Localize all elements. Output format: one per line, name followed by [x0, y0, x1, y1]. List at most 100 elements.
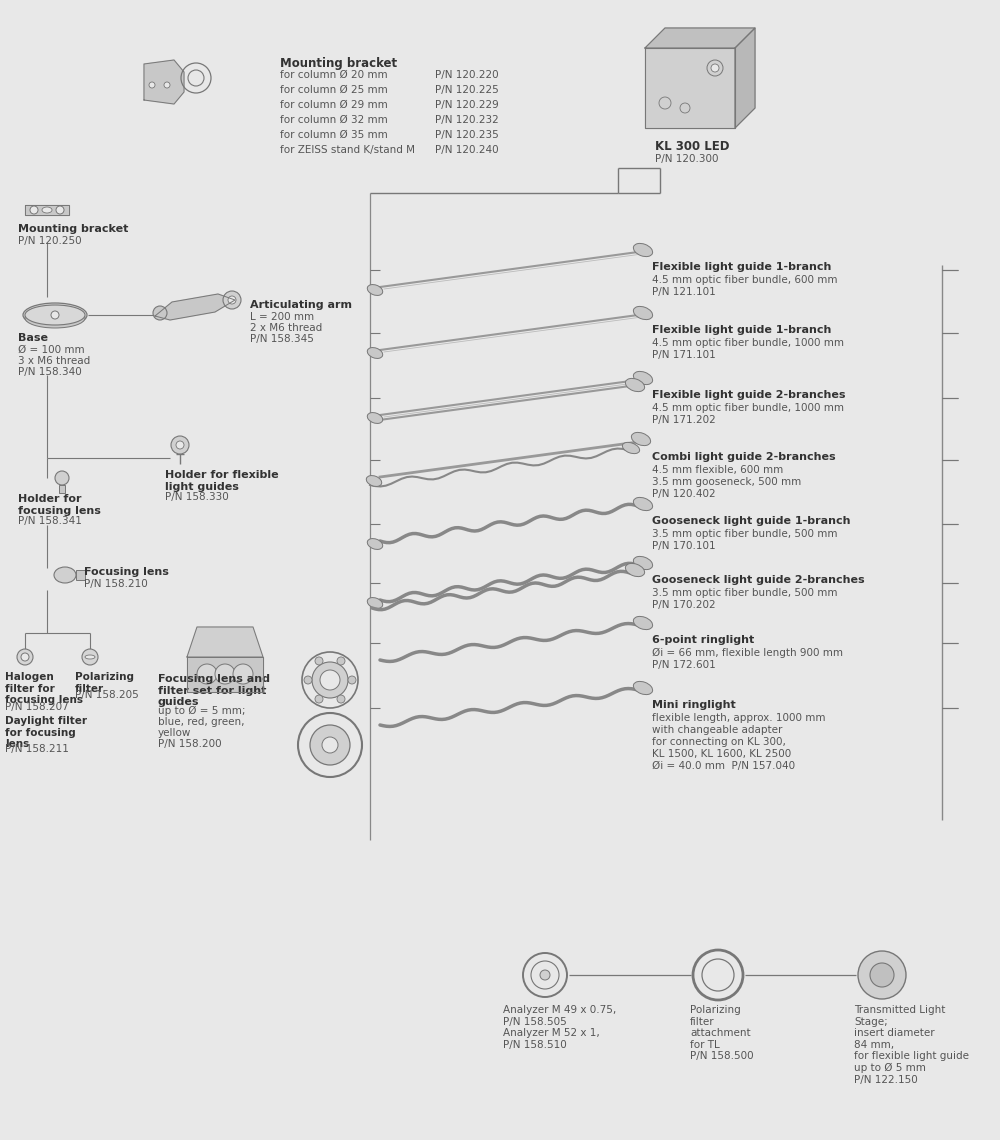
Circle shape — [315, 695, 323, 703]
Text: KL 1500, KL 1600, KL 2500: KL 1500, KL 1600, KL 2500 — [652, 749, 791, 759]
Ellipse shape — [633, 244, 653, 256]
Text: 3.5 mm optic fiber bundle, 500 mm: 3.5 mm optic fiber bundle, 500 mm — [652, 529, 838, 539]
Circle shape — [55, 471, 69, 484]
Text: P/N 158.205: P/N 158.205 — [75, 690, 139, 700]
Text: Polarizing
filter: Polarizing filter — [75, 671, 134, 693]
Ellipse shape — [622, 442, 640, 454]
Text: P/N 121.101: P/N 121.101 — [652, 287, 716, 298]
Text: Transmitted Light
Stage;
insert diameter
84 mm,
for flexible light guide
up to Ø: Transmitted Light Stage; insert diameter… — [854, 1005, 969, 1085]
Circle shape — [233, 663, 253, 684]
Text: P/N 170.202: P/N 170.202 — [652, 600, 716, 610]
Text: P/N 158.341: P/N 158.341 — [18, 516, 82, 526]
Ellipse shape — [25, 308, 85, 328]
Ellipse shape — [42, 207, 52, 213]
Circle shape — [531, 961, 559, 990]
Text: P/N 120.229: P/N 120.229 — [435, 100, 499, 109]
Polygon shape — [187, 657, 263, 692]
Text: P/N 158.211: P/N 158.211 — [5, 744, 69, 754]
Polygon shape — [155, 294, 235, 320]
Text: P/N 158.330: P/N 158.330 — [165, 492, 229, 502]
Ellipse shape — [633, 682, 653, 694]
Circle shape — [858, 951, 906, 999]
Text: P/N 120.250: P/N 120.250 — [18, 236, 82, 246]
Circle shape — [164, 82, 170, 88]
Polygon shape — [187, 627, 263, 657]
Text: for ZEISS stand K/stand M: for ZEISS stand K/stand M — [280, 145, 415, 155]
Circle shape — [56, 206, 64, 214]
Text: P/N 158.345: P/N 158.345 — [250, 334, 314, 344]
Text: L = 200 mm: L = 200 mm — [250, 312, 314, 321]
Text: flexible length, approx. 1000 mm: flexible length, approx. 1000 mm — [652, 712, 826, 723]
Text: 3.5 mm optic fiber bundle, 500 mm: 3.5 mm optic fiber bundle, 500 mm — [652, 588, 838, 598]
Text: P/N 158.207: P/N 158.207 — [5, 702, 69, 712]
Circle shape — [337, 657, 345, 665]
Circle shape — [702, 959, 734, 991]
Text: P/N 158.200: P/N 158.200 — [158, 739, 222, 749]
Circle shape — [870, 963, 894, 987]
Circle shape — [149, 82, 155, 88]
Ellipse shape — [367, 285, 383, 295]
Text: P/N 171.202: P/N 171.202 — [652, 415, 716, 425]
Circle shape — [171, 435, 189, 454]
Circle shape — [82, 649, 98, 665]
Ellipse shape — [625, 563, 645, 577]
Text: up to Ø = 5 mm;: up to Ø = 5 mm; — [158, 706, 246, 716]
Text: yellow: yellow — [158, 728, 191, 738]
Circle shape — [693, 950, 743, 1000]
Text: Gooseneck light guide 1-branch: Gooseneck light guide 1-branch — [652, 516, 850, 526]
Circle shape — [320, 670, 340, 690]
Circle shape — [302, 652, 358, 708]
Text: P/N 120.300: P/N 120.300 — [655, 154, 718, 164]
Circle shape — [215, 663, 235, 684]
Ellipse shape — [633, 372, 653, 384]
Circle shape — [310, 725, 350, 765]
Ellipse shape — [367, 538, 383, 549]
Circle shape — [153, 306, 167, 320]
Circle shape — [223, 291, 241, 309]
Circle shape — [176, 441, 184, 449]
Text: Articulating arm: Articulating arm — [250, 300, 352, 310]
Text: for column Ø 35 mm: for column Ø 35 mm — [280, 130, 388, 140]
Circle shape — [21, 653, 29, 661]
Bar — [59, 484, 65, 492]
Circle shape — [711, 64, 719, 72]
Text: Focusing lens: Focusing lens — [84, 567, 169, 577]
Ellipse shape — [633, 497, 653, 511]
Text: for column Ø 32 mm: for column Ø 32 mm — [280, 115, 388, 125]
Circle shape — [322, 736, 338, 754]
Text: P/N 120.232: P/N 120.232 — [435, 115, 499, 125]
Circle shape — [51, 311, 59, 319]
Text: Polarizing
filter
attachment
for TL
P/N 158.500: Polarizing filter attachment for TL P/N … — [690, 1005, 754, 1061]
Circle shape — [298, 712, 362, 777]
Text: Base: Base — [18, 333, 48, 343]
Ellipse shape — [54, 567, 76, 583]
Text: with changeable adapter: with changeable adapter — [652, 725, 782, 735]
Text: Holder for
focusing lens: Holder for focusing lens — [18, 494, 101, 515]
Circle shape — [337, 695, 345, 703]
Text: Gooseneck light guide 2-branches: Gooseneck light guide 2-branches — [652, 575, 865, 585]
Text: Combi light guide 2-branches: Combi light guide 2-branches — [652, 451, 836, 462]
Polygon shape — [735, 28, 755, 128]
Text: Halogen
filter for
focusing lens: Halogen filter for focusing lens — [5, 671, 83, 706]
Text: Flexible light guide 2-branches: Flexible light guide 2-branches — [652, 390, 846, 400]
Text: 4.5 mm optic fiber bundle, 600 mm: 4.5 mm optic fiber bundle, 600 mm — [652, 275, 838, 285]
Text: Ø = 100 mm: Ø = 100 mm — [18, 345, 85, 355]
Ellipse shape — [633, 556, 653, 570]
Text: P/N 158.340: P/N 158.340 — [18, 367, 82, 377]
Text: Holder for flexible
light guides: Holder for flexible light guides — [165, 470, 279, 491]
Text: blue, red, green,: blue, red, green, — [158, 717, 244, 727]
Ellipse shape — [367, 413, 383, 423]
Ellipse shape — [631, 432, 651, 446]
Text: 3.5 mm gooseneck, 500 mm: 3.5 mm gooseneck, 500 mm — [652, 477, 801, 487]
Circle shape — [17, 649, 33, 665]
Ellipse shape — [25, 306, 85, 325]
Text: P/N 120.220: P/N 120.220 — [435, 70, 499, 80]
Circle shape — [523, 953, 567, 998]
Circle shape — [228, 296, 236, 304]
Circle shape — [348, 676, 356, 684]
Ellipse shape — [366, 475, 382, 487]
Text: for column Ø 20 mm: for column Ø 20 mm — [280, 70, 388, 80]
Text: 4.5 mm optic fiber bundle, 1000 mm: 4.5 mm optic fiber bundle, 1000 mm — [652, 404, 844, 413]
Ellipse shape — [367, 348, 383, 358]
Text: Øi = 66 mm, flexible length 900 mm: Øi = 66 mm, flexible length 900 mm — [652, 648, 843, 658]
